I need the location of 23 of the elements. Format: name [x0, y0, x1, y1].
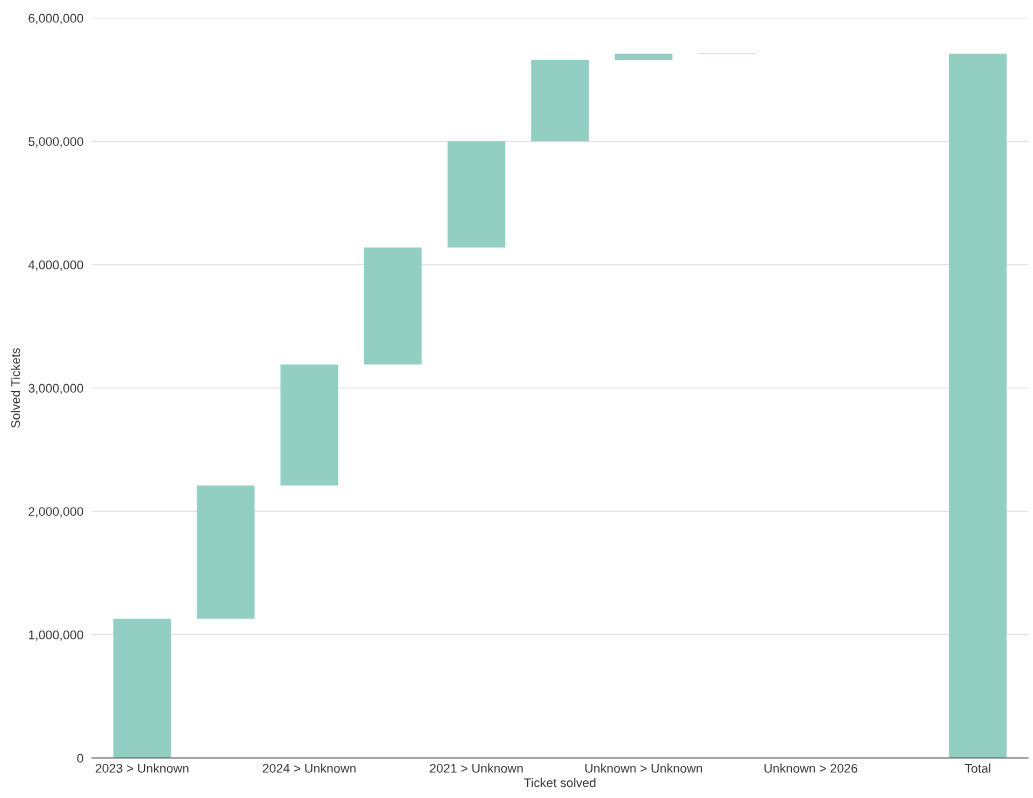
y-tick-label: 6,000,000: [28, 13, 84, 25]
bar: [113, 618, 171, 758]
y-tick-label: 5,000,000: [28, 137, 84, 148]
bar: [280, 364, 339, 486]
x-tick-label: 2021 > Unknown: [429, 763, 523, 773]
x-tick-label: Total: [964, 763, 991, 773]
y-tick-label: 1,000,000: [29, 630, 84, 641]
y-tick-label: 0: [77, 753, 84, 763]
x-tick-label: 2023 > Unknown: [95, 763, 189, 773]
y-tick-label: 3,000,000: [28, 383, 84, 395]
y-tick-label: 4,000,000: [28, 260, 84, 271]
x-tick-label: 2024 > Unknown: [262, 763, 356, 773]
x-axis-title: Ticket solved: [524, 777, 596, 788]
x-tick-label: Unknown > 2026: [764, 763, 858, 773]
bar: [949, 53, 1007, 758]
bar: [531, 59, 589, 142]
y-axis-title: Solved Tickets: [10, 348, 21, 428]
x-tick-label: Unknown > Unknown: [585, 763, 702, 773]
bar: [614, 53, 673, 60]
bar: [447, 141, 506, 248]
bar: [196, 485, 255, 619]
y-tick-label: 2,000,000: [28, 507, 84, 518]
bar: [364, 247, 422, 365]
